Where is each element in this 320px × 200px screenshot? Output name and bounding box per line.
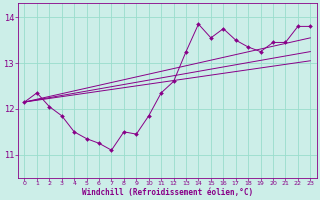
X-axis label: Windchill (Refroidissement éolien,°C): Windchill (Refroidissement éolien,°C) bbox=[82, 188, 253, 197]
